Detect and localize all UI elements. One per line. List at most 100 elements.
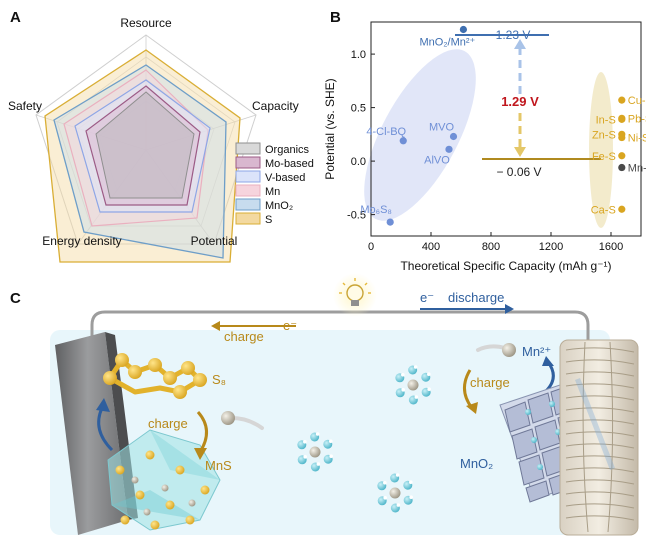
data-points: MnO₂/Mn²⁺ MVO AlVO 4-Cl-BQ Mo₆S₈ Cu-S Pb-S In-S… (360, 25, 646, 226)
discharge-curve-arrow-left (97, 407, 114, 452)
label-gap: 1.29 V (501, 94, 539, 109)
data-point (399, 137, 407, 145)
charge-curve-arrowhead-right (466, 402, 478, 414)
carbon-fiber-substrate (559, 339, 639, 536)
y-tick-label: 1.0 (351, 49, 366, 61)
data-point-label: Zn-S (592, 129, 616, 141)
legend-swatch-mno2 (235, 198, 261, 211)
discharge-arrowhead (505, 304, 514, 314)
x-axis-title: Theoretical Specific Capacity (mAh g⁻¹) (400, 259, 611, 273)
x-tick-label: 1600 (599, 241, 623, 253)
mn-ion-left (221, 411, 235, 425)
mns-crystal (107, 429, 221, 531)
data-point-label: 4-Cl-BQ (366, 126, 406, 138)
radar-chart-panel: A Resource Capacity Potential Energy den… (8, 9, 314, 263)
y-tick-label: -0.5 (347, 210, 366, 222)
radar-series-mo-based (85, 85, 201, 206)
data-point-label: Ni-S (628, 133, 646, 145)
y-axis-title: Potential (vs. SHE) (323, 78, 337, 179)
region-organic-vanadium (364, 49, 476, 221)
label-bottom-level: − 0.06 V (496, 165, 541, 179)
data-point (445, 145, 453, 153)
discharge-curve-arrowhead-right (542, 356, 554, 366)
radar-axis-energy-density: Energy density (42, 234, 121, 248)
label-top-level: 1.23 V (496, 28, 531, 42)
discharge-label: discharge (448, 290, 504, 305)
gap-arrowhead-down (514, 147, 526, 157)
legend-swatch-organics (235, 142, 261, 155)
electron-label-top: e⁻ (420, 290, 434, 305)
legend-swatch-mo-based (235, 156, 261, 169)
s8-label: S₈ (212, 372, 226, 387)
hydrated-mn-ions (297, 365, 431, 513)
legend-swatch-mn (235, 184, 261, 197)
y-tick-label: 0.0 (351, 156, 366, 168)
gap-arrowhead-up (514, 39, 526, 49)
data-point (459, 25, 467, 34)
hydrated-ion (377, 473, 413, 513)
legend-label-s: S (265, 214, 272, 226)
legend-label-mno2: MnO₂ (265, 200, 293, 212)
charge-label-left: charge (224, 329, 264, 344)
mno2-coating (575, 378, 615, 470)
data-point (618, 205, 626, 213)
discharge-curve-arrowhead-left (96, 398, 110, 412)
mn-ion-right (502, 343, 516, 357)
legend-swatch-v-based (235, 170, 261, 183)
hydrated-ion (297, 432, 333, 472)
electron-label-left: e⁻ (283, 318, 297, 333)
axis-ticks: 0 400 800 1200 1600 -0.5 0.0 0.5 1.0 (347, 49, 623, 253)
y-tick-label: 0.5 (351, 103, 366, 115)
data-point-label: Ca-S (591, 204, 616, 216)
data-point-label: In-S (596, 114, 616, 126)
potential-capacity-chart: B 0 400 800 1200 1600 -0.5 0.0 0.5 1.0 Theoretic… (323, 9, 646, 273)
x-tick-label: 800 (482, 241, 500, 253)
charge-label-mid: charge (148, 416, 188, 431)
radar-series-group (44, 49, 241, 263)
legend-label-organics: Organics (265, 144, 310, 156)
charge-arrowhead-left (211, 321, 220, 331)
mn2-label: Mn²⁺ (522, 344, 551, 359)
legend-swatch-s (235, 212, 261, 225)
radar-axis-resource: Resource (120, 16, 172, 30)
legend-label-mo-based: Mo-based (265, 158, 314, 170)
hydrated-ion (395, 365, 431, 405)
data-point (618, 96, 626, 104)
light-bulb-icon (333, 273, 377, 317)
radar-legend: Organics Mo-based V-based Mn MnO₂ S (235, 142, 314, 226)
panel-b-label: B (330, 9, 341, 26)
battery-schematic: C e⁻ discharge charge e⁻ (10, 273, 639, 536)
data-point (618, 163, 626, 172)
radar-axis-potential: Potential (191, 234, 238, 248)
data-point (618, 152, 626, 160)
data-point-label: Fe-S (592, 151, 616, 163)
x-tick-label: 400 (422, 241, 440, 253)
data-point-label: Pb-S (628, 113, 646, 125)
data-point (449, 132, 458, 141)
data-point (618, 133, 626, 142)
data-point-label: Mo₆S₈ (360, 204, 392, 216)
plot-frame (370, 21, 642, 237)
mno2-label: MnO₂ (460, 456, 493, 471)
data-point (386, 218, 394, 226)
charge-curve-arrowhead-mid (194, 448, 207, 460)
legend-label-v-based: V-based (265, 172, 305, 184)
mns-label: MnS (205, 458, 232, 473)
radar-axis-safety: Safety (8, 99, 42, 113)
s8-molecule (103, 353, 207, 399)
data-point-label: AlVO (424, 154, 450, 166)
radar-axis-capacity: Capacity (252, 99, 299, 113)
data-point-label: MVO (429, 121, 455, 133)
panel-c-label: C (10, 290, 21, 307)
data-point (618, 115, 626, 123)
data-point-label: Mn-S (628, 163, 646, 175)
charge-label-right: charge (470, 375, 510, 390)
x-tick-label: 0 (368, 241, 374, 253)
panel-a-label: A (10, 9, 21, 26)
x-tick-label: 1200 (539, 241, 563, 253)
data-point-label: Cu-S (628, 95, 646, 107)
region-metal-sulfide (589, 72, 613, 228)
radar-series-organics (95, 91, 195, 199)
circuit-wire (90, 310, 590, 350)
